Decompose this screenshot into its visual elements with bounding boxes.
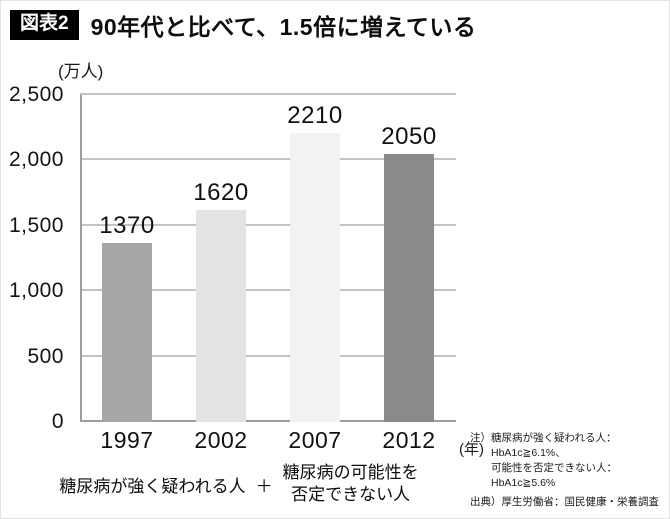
- x-tick-label: 2012: [382, 427, 436, 453]
- x-tick-label: 1997: [100, 427, 154, 453]
- bar-value-label: 1620: [193, 179, 249, 207]
- footnotes: 注） 糖尿病が強く疑われる人： HbA1c≧6.1%、 可能性を否定できない人：…: [470, 431, 668, 510]
- note-line3: 可能性を否定できない人：: [491, 461, 617, 474]
- y-tick-label: 0: [51, 410, 64, 433]
- gridline-2500: [80, 93, 456, 95]
- note-line4: HbA1c≧5.6%: [491, 476, 556, 489]
- caption-plus-sign: ＋: [255, 476, 273, 496]
- x-axis-labels: 1997 2002 2007 2012: [80, 427, 456, 454]
- bar-column-2007: 2210: [287, 102, 342, 422]
- gridline-2000: [80, 158, 456, 161]
- y-tick-label: 1,500: [8, 213, 64, 237]
- bar-2012: [383, 153, 434, 422]
- note-line1: 糖尿病が強く疑われる人：: [491, 432, 617, 444]
- note-body: 糖尿病が強く疑われる人： HbA1c≧6.1%、 可能性を否定できない人： Hb…: [491, 431, 617, 491]
- note-label: 注）: [470, 432, 491, 444]
- figure-badge: 図表2: [10, 10, 79, 40]
- source-text: 厚生労働省：国民健康・栄養調査: [501, 495, 660, 508]
- y-axis-unit-label: (万人): [58, 62, 104, 81]
- gridline-0: [80, 420, 456, 422]
- caption-right-line2: 否定できない人: [291, 485, 411, 505]
- x-tick-label: 2002: [194, 427, 248, 453]
- bars-row: 1370 1620 2210 2050: [80, 62, 456, 422]
- caption-left: 糖尿病が強く疑われる人: [59, 476, 246, 496]
- page-title: 90年代と比べて、1.5倍に増えている: [90, 14, 477, 40]
- source-block: 出典） 厚生労働省：国民健康・栄養調査: [470, 495, 668, 510]
- gridline-500: [80, 354, 456, 357]
- x-axis-unit-label: (年): [459, 441, 484, 458]
- y-axis-line: [80, 95, 82, 422]
- y-tick-label: 1,000: [8, 279, 64, 303]
- caption-right-line1: 糖尿病の可能性を: [282, 463, 419, 482]
- bar-column-2002: 1620: [193, 179, 248, 422]
- plot-area: 1370 1620 2210 2050: [80, 93, 456, 422]
- bar-1997: [101, 242, 152, 422]
- chart-caption: 糖尿病が強く疑われる人 ＋ 糖尿病の可能性を 否定できない人: [16, 462, 462, 506]
- bar-value-label: 2210: [287, 101, 343, 129]
- note-line2: HbA1c≧6.1%、: [491, 446, 566, 459]
- caption-right: 糖尿病の可能性を 否定できない人: [283, 462, 419, 506]
- bar-2002: [195, 210, 246, 422]
- y-tick-label: 2,500: [8, 83, 64, 106]
- bar-column-1997: 1370: [99, 212, 154, 422]
- bar-value-label: 2050: [381, 122, 437, 150]
- note-block: 注） 糖尿病が強く疑われる人： HbA1c≧6.1%、 可能性を否定できない人：…: [470, 431, 668, 491]
- source-label: 出典）: [470, 495, 502, 508]
- bar-column-2012: 2050: [381, 123, 436, 422]
- gridline-1500: [80, 223, 456, 226]
- bar-2007: [289, 132, 340, 422]
- y-tick-label: 2,000: [8, 148, 64, 172]
- bar-value-label: 1370: [99, 211, 155, 239]
- y-axis: 0 500 1,000 1,500 2,000 2,500: [0, 83, 72, 433]
- x-tick-label: 2007: [288, 427, 342, 453]
- figure-header: 図表2 90年代と比べて、1.5倍に増えている: [10, 8, 476, 42]
- gridline-1000: [80, 289, 456, 292]
- y-tick-label: 500: [27, 344, 64, 368]
